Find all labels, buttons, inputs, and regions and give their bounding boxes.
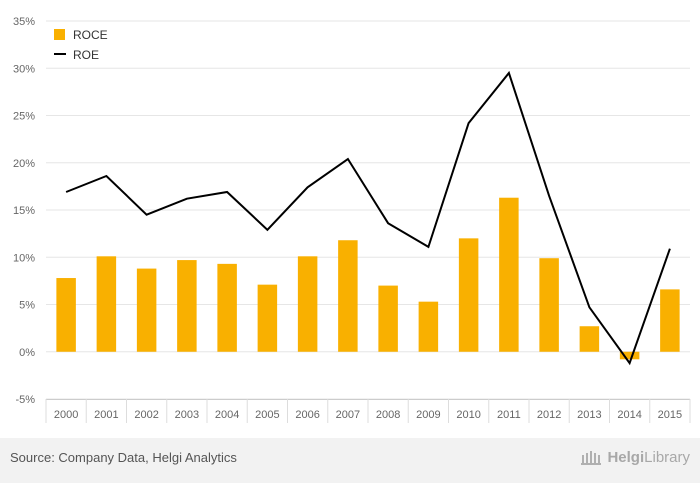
- y-tick-label: 30%: [13, 63, 35, 75]
- legend-roce-label: ROCE: [73, 28, 108, 42]
- x-tick-labels: 2000 2001 2002 2003 2004 2005 2006 2007 2008 2009…: [54, 409, 682, 421]
- brand-name-bold: Helgi: [607, 448, 645, 466]
- x-tick-label: 2002: [134, 409, 158, 421]
- x-tick-label: 2007: [336, 409, 360, 421]
- roce-roe-chart: 35%30%25%20%15%10%5%0%-5% 2000 2001 2002 20…: [13, 16, 691, 423]
- roe-line-layer: [65, 70, 671, 366]
- y-tick-label: 0%: [19, 347, 35, 359]
- x-tick-label: 2015: [658, 409, 682, 421]
- roce-bar-2015: [660, 289, 680, 352]
- legend-roce-swatch: [54, 29, 65, 40]
- x-tick-label: 2006: [295, 409, 319, 421]
- x-tick-label: 2008: [376, 409, 400, 421]
- roce-bar-2012: [539, 258, 559, 352]
- y-tick-label: 5%: [19, 300, 35, 312]
- brand-logo: HelgiLibrary: [580, 448, 690, 466]
- x-tick-label: 2012: [537, 409, 561, 421]
- roce-bar-2000: [56, 278, 76, 352]
- x-tick-label: 2003: [175, 409, 199, 421]
- roce-bar-2002: [136, 268, 157, 352]
- roe-line: [65, 70, 671, 366]
- legend: ROCE ROE: [54, 28, 108, 62]
- roce-bar-2014: [619, 351, 640, 360]
- roce-bar-2013: [579, 326, 600, 352]
- roce-bar-2011: [499, 197, 519, 352]
- x-tick-label: 2010: [456, 409, 480, 421]
- roce-bar-2009: [418, 301, 439, 352]
- x-tick-label: 2011: [497, 409, 521, 421]
- brand-name-thin: Library: [644, 448, 690, 466]
- y-tick-label: 15%: [13, 205, 35, 217]
- roce-bar-2004: [217, 263, 237, 352]
- x-tick-label: 2000: [54, 409, 78, 421]
- legend-roe-label: ROE: [73, 48, 99, 62]
- roce-bar-2008: [378, 285, 398, 352]
- y-tick-label: 20%: [13, 158, 35, 170]
- roce-bar-2001: [96, 256, 117, 352]
- y-tick-label: 35%: [13, 16, 35, 28]
- x-tick-label: 2013: [577, 409, 601, 421]
- roce-bar-2006: [297, 256, 318, 352]
- library-building-icon: [581, 451, 602, 465]
- x-tick-label: 2004: [215, 409, 239, 421]
- x-tick-label: 2014: [617, 409, 641, 421]
- brand-name: HelgiLibrary: [607, 449, 690, 466]
- roce-bar-2007: [338, 240, 358, 352]
- footer: Source: Company Data, Helgi Analytics He…: [0, 438, 700, 483]
- roce-bar-2010: [458, 238, 479, 352]
- source-text: Source: Company Data, Helgi Analytics: [10, 450, 237, 465]
- x-tick-label: 2001: [94, 409, 118, 421]
- y-tick-labels: 35% 30% 25% 20% 15% 10% 5% 0% -5%: [13, 16, 35, 406]
- roce-bar-2003: [177, 260, 197, 352]
- x-tick-label: 2005: [255, 409, 279, 421]
- x-tick-label: 2009: [416, 409, 440, 421]
- roce-bar-2005: [257, 284, 278, 352]
- y-tick-label: 25%: [13, 111, 35, 123]
- y-tick-label: -5%: [15, 394, 35, 406]
- roce-bars: [56, 197, 680, 360]
- x-axis: [45, 399, 691, 423]
- y-tick-label: 10%: [13, 252, 35, 264]
